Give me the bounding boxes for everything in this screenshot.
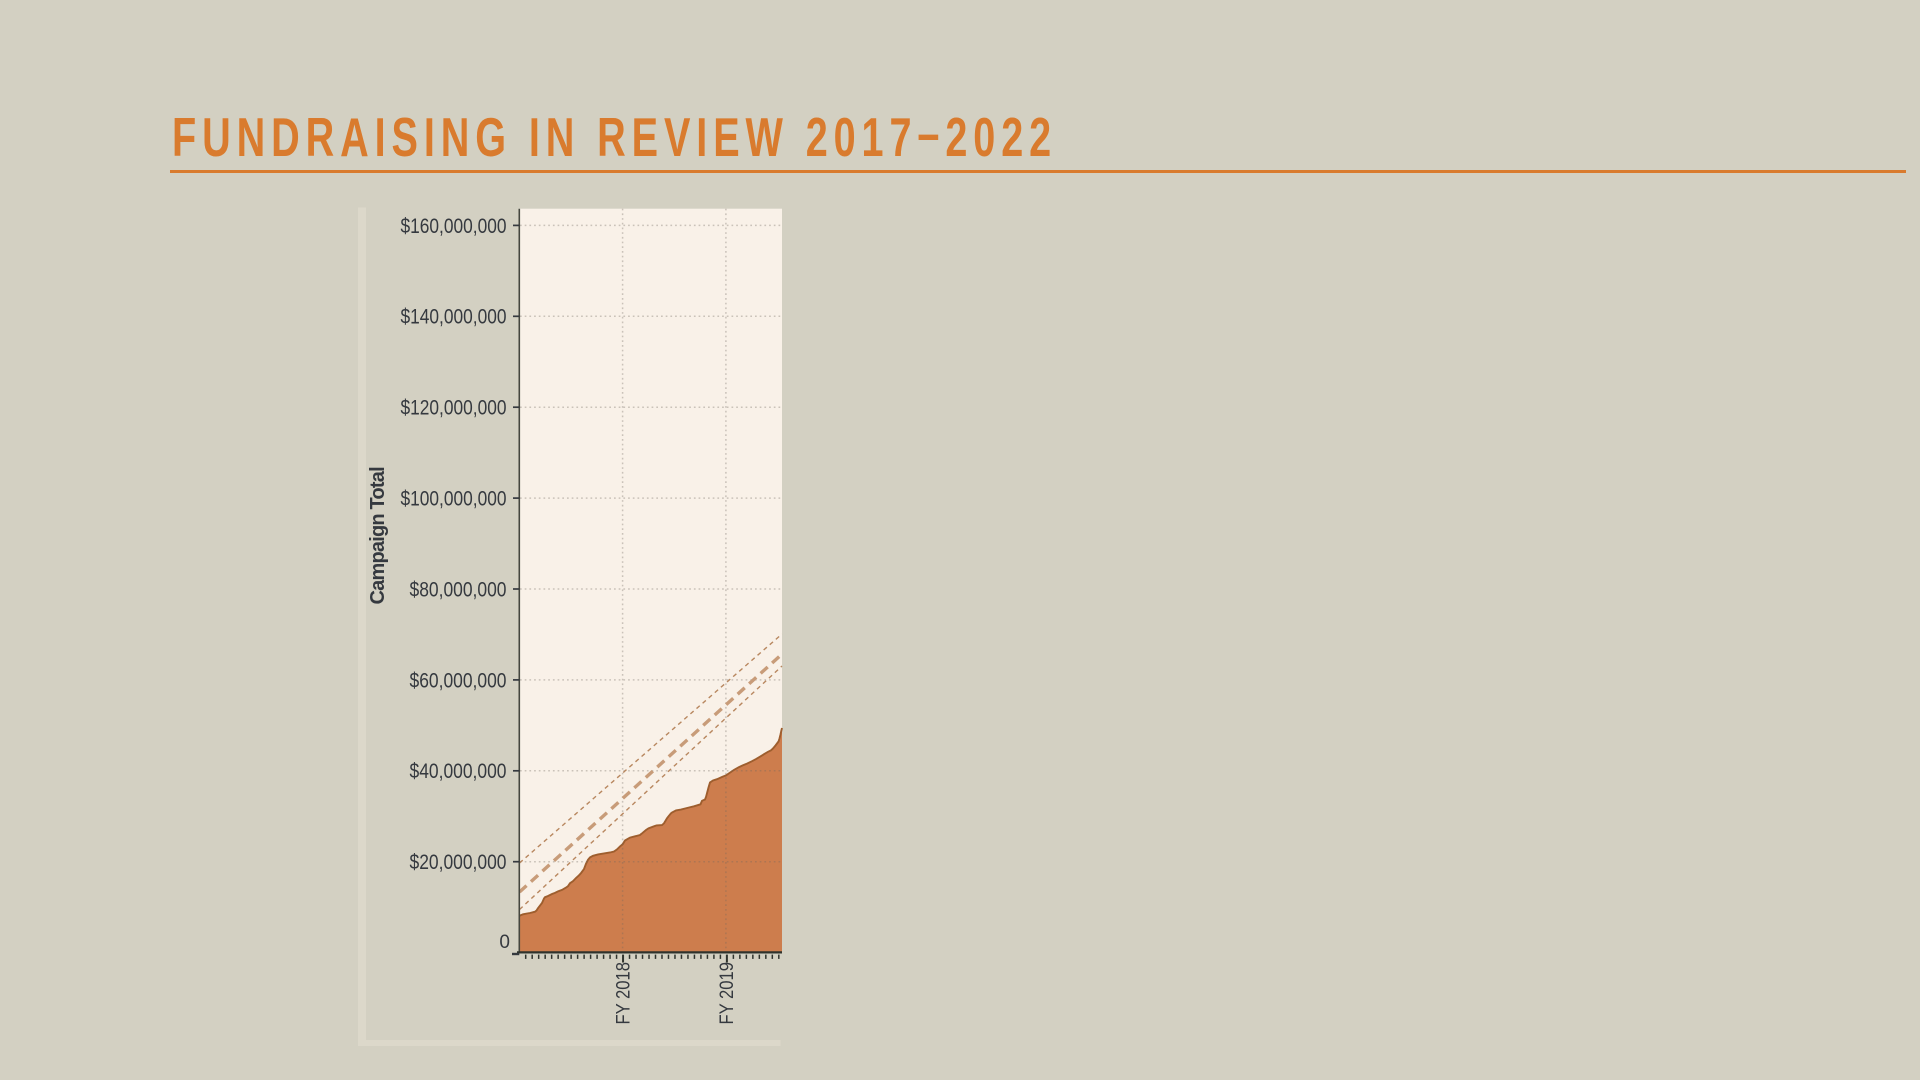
svg-text:$80,000,000: $80,000,000: [410, 577, 507, 601]
svg-text:$120,000,000: $120,000,000: [401, 396, 507, 420]
svg-text:Campaign Total: Campaign Total: [367, 467, 389, 605]
svg-text:0: 0: [499, 932, 510, 953]
svg-text:FY 2019: FY 2019: [717, 962, 738, 1025]
svg-text:$100,000,000: $100,000,000: [401, 487, 507, 511]
svg-text:$20,000,000: $20,000,000: [410, 850, 507, 874]
svg-text:$40,000,000: $40,000,000: [410, 759, 507, 783]
svg-text:$60,000,000: $60,000,000: [410, 668, 507, 692]
svg-text:$140,000,000: $140,000,000: [401, 305, 507, 329]
svg-text:FY 2018: FY 2018: [614, 962, 635, 1025]
svg-text:$160,000,000: $160,000,000: [401, 214, 507, 238]
